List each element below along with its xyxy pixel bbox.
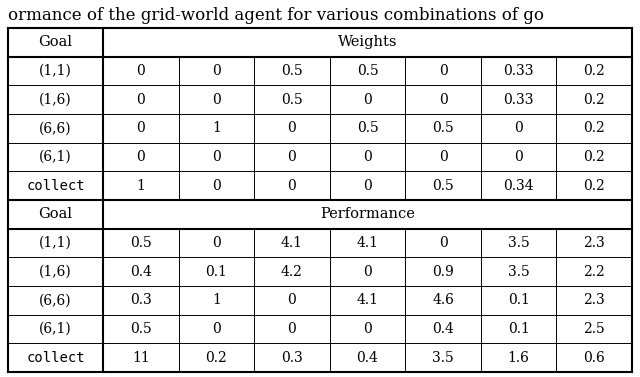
Text: 0.4: 0.4 (356, 351, 378, 365)
Text: 0.5: 0.5 (432, 121, 454, 135)
Text: 0.3: 0.3 (281, 351, 303, 365)
Text: 2.5: 2.5 (583, 322, 605, 336)
Text: 0.5: 0.5 (432, 179, 454, 193)
Text: 0.33: 0.33 (504, 64, 534, 78)
Text: 0: 0 (438, 93, 447, 107)
Text: 0.6: 0.6 (583, 351, 605, 365)
Text: 4.1: 4.1 (356, 236, 378, 250)
Text: 0.2: 0.2 (583, 93, 605, 107)
Text: 0: 0 (363, 322, 372, 336)
Text: 0: 0 (212, 150, 221, 164)
Text: 0: 0 (287, 150, 296, 164)
Text: 0: 0 (363, 179, 372, 193)
Text: (6,1): (6,1) (39, 150, 72, 164)
Text: 0.33: 0.33 (504, 93, 534, 107)
Text: 0.1: 0.1 (508, 322, 529, 336)
Text: 3.5: 3.5 (432, 351, 454, 365)
Text: 3.5: 3.5 (508, 265, 529, 279)
Text: 0: 0 (363, 150, 372, 164)
Text: 0: 0 (515, 150, 523, 164)
Text: 0.1: 0.1 (508, 293, 529, 307)
Text: 4.6: 4.6 (432, 293, 454, 307)
Text: 0: 0 (287, 179, 296, 193)
Text: (6,6): (6,6) (39, 121, 72, 135)
Text: (6,6): (6,6) (39, 293, 72, 307)
Text: 2.3: 2.3 (583, 236, 605, 250)
Text: Weights: Weights (338, 35, 397, 49)
Text: ormance of the grid-world agent for various combinations of go: ormance of the grid-world agent for vari… (8, 7, 544, 24)
Text: collect: collect (26, 351, 85, 365)
Text: Goal: Goal (38, 207, 72, 221)
Text: (1,1): (1,1) (39, 236, 72, 250)
Text: 0.5: 0.5 (281, 93, 303, 107)
Text: 0: 0 (515, 121, 523, 135)
Text: 1.6: 1.6 (508, 351, 529, 365)
Text: 0: 0 (212, 236, 221, 250)
Text: 0: 0 (438, 150, 447, 164)
Text: Goal: Goal (38, 35, 72, 49)
Text: 0.5: 0.5 (130, 322, 152, 336)
Text: 2.2: 2.2 (583, 265, 605, 279)
Text: 4.1: 4.1 (281, 236, 303, 250)
Text: 4.1: 4.1 (356, 293, 378, 307)
Text: 0: 0 (438, 64, 447, 78)
Text: 0.4: 0.4 (432, 322, 454, 336)
Text: 0: 0 (287, 121, 296, 135)
Text: 0.5: 0.5 (281, 64, 303, 78)
Text: 0: 0 (212, 322, 221, 336)
Text: 0: 0 (438, 236, 447, 250)
Text: 0.2: 0.2 (583, 121, 605, 135)
Text: Performance: Performance (320, 207, 415, 221)
Text: 4.2: 4.2 (281, 265, 303, 279)
Text: 0: 0 (136, 93, 145, 107)
Text: 0.34: 0.34 (503, 179, 534, 193)
Text: 0.5: 0.5 (356, 121, 378, 135)
Text: (6,1): (6,1) (39, 322, 72, 336)
Text: 0: 0 (363, 93, 372, 107)
Text: 0.9: 0.9 (432, 265, 454, 279)
Text: 0.5: 0.5 (356, 64, 378, 78)
Text: 1: 1 (212, 121, 221, 135)
Text: 0: 0 (136, 150, 145, 164)
Text: 0.2: 0.2 (583, 64, 605, 78)
Text: (1,6): (1,6) (39, 265, 72, 279)
Text: 0: 0 (212, 179, 221, 193)
Text: 0: 0 (136, 64, 145, 78)
Text: (1,1): (1,1) (39, 64, 72, 78)
Text: 0.1: 0.1 (205, 265, 227, 279)
Text: 0: 0 (287, 293, 296, 307)
Text: 0: 0 (212, 93, 221, 107)
Text: 0.5: 0.5 (130, 236, 152, 250)
Text: 0.2: 0.2 (205, 351, 227, 365)
Text: 0.4: 0.4 (130, 265, 152, 279)
Text: 1: 1 (136, 179, 145, 193)
Text: 0: 0 (287, 322, 296, 336)
Text: (1,6): (1,6) (39, 93, 72, 107)
Text: 0: 0 (136, 121, 145, 135)
Text: 0: 0 (363, 265, 372, 279)
Text: 11: 11 (132, 351, 150, 365)
Text: 1: 1 (212, 293, 221, 307)
Text: 0.2: 0.2 (583, 150, 605, 164)
Text: 2.3: 2.3 (583, 293, 605, 307)
Text: 0.3: 0.3 (130, 293, 152, 307)
Text: 0.2: 0.2 (583, 179, 605, 193)
Text: 0: 0 (212, 64, 221, 78)
Text: collect: collect (26, 179, 85, 193)
Text: 3.5: 3.5 (508, 236, 529, 250)
